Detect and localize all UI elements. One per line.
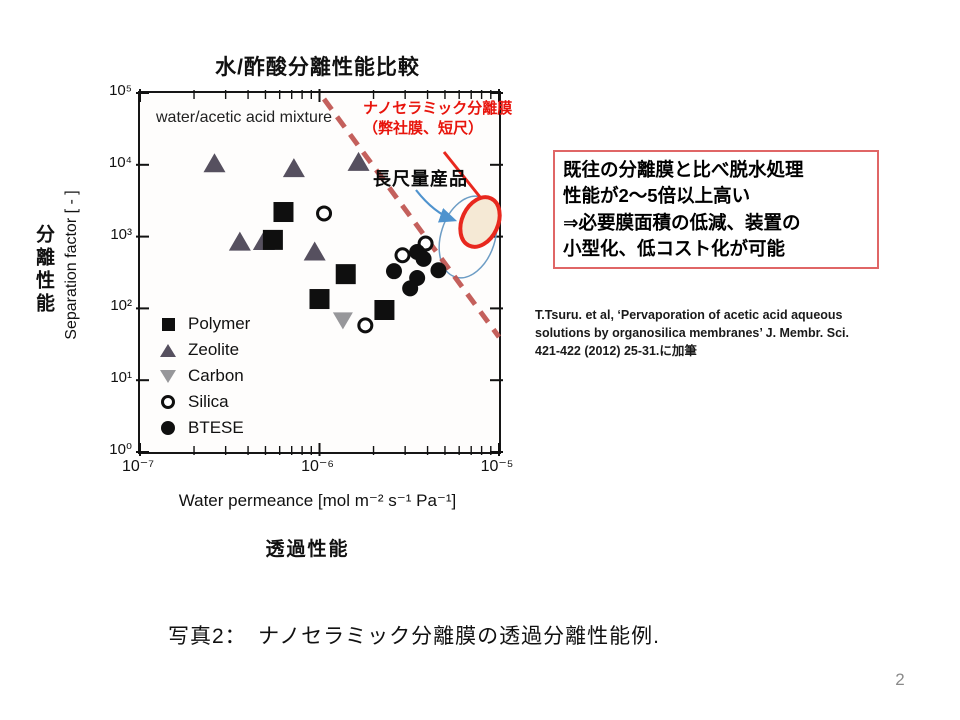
plot-canvas [136,89,503,456]
point-carbon [332,312,353,330]
point-zeolite [203,153,226,173]
annotation-line-2: （弊社膜、短尺） [363,119,484,137]
legend-label: Zeolite [188,340,240,359]
legend: Polymer Zeolite Carbon Silica BTESE [160,311,250,441]
point-polymer [262,229,283,250]
point-btese [385,263,402,280]
point-zeolite [303,241,326,261]
annotation-line-1: ナノセラミック分離膜 [363,100,513,117]
x-tick-label: 10⁻⁷ [121,458,155,475]
x-axis-label: Water permeance [mol m⁻² s⁻¹ Pa⁻¹] [178,491,457,510]
point-silica [357,317,374,334]
point-btese [430,262,447,279]
y-axis-label-japanese: 分離性能 [33,224,54,316]
blue-arrow [415,189,458,223]
point-silica [316,205,333,222]
highlight-line-3: ⇒必要膜面積の低減、装置の [563,211,801,233]
figure-caption: 写真2： ナノセラミック分離膜の透過分離性能例. [168,625,660,648]
legend-item-btese: BTESE [160,415,250,441]
point-btese [402,280,419,297]
highlight-line-4: 小型化、低コスト化が可能 [563,237,786,259]
performance-highlight-box: 既往の分離膜と比べ脱水処理 性能が2～5倍以上高い ⇒必要膜面積の低減、装置の … [553,150,879,270]
page-number: 2 [895,670,905,689]
y-tick-label: 10⁰ [109,441,132,458]
legend-item-zeolite: Zeolite [160,337,250,363]
silica-open-circle-icon [160,395,176,409]
legend-item-polymer: Polymer [160,311,250,337]
zeolite-triangle-icon [160,343,176,357]
legend-item-carbon: Carbon [160,363,250,389]
citation-line-2: solutions by organosilica membranes’ J. … [535,326,849,340]
btese-circle-icon [160,421,176,435]
x-tick-label: 10⁻⁵ [480,458,514,475]
carbon-triangle-icon [160,369,176,383]
x-tick-label: 10⁻⁶ [301,458,334,475]
highlight-line-1: 既往の分離膜と比べ脱水処理 [563,159,804,180]
reference-citation: T.Tsuru. et al, ‘Pervaporation of acetic… [535,306,875,360]
citation-line-3: 421-422 (2012) 25-31.に加筆 [535,344,697,358]
point-zeolite [282,158,305,178]
red-region-ellipse [458,195,502,249]
y-tick-label: 10¹ [110,369,132,387]
scatter-plot-area: water/acetic acid mixture Polymer Zeolit… [136,89,503,456]
legend-label: BTESE [188,418,244,437]
legend-label: Silica [188,392,229,411]
x-axis-label-japanese: 透過性能 [265,539,350,560]
point-polymer [309,289,330,310]
highlight-line-2: 性能が2～5倍以上高い [563,185,751,207]
legend-label: Polymer [188,314,251,333]
legend-item-silica: Silica [160,389,250,415]
nano-ceramic-membrane-annotation: ナノセラミック分離膜 （弊社膜、短尺） [363,99,512,139]
y-tick-label: 10⁵ [109,82,132,99]
point-silica [394,247,411,264]
citation-line-1: T.Tsuru. et al, ‘Pervaporation of acetic… [535,308,843,322]
point-polymer [374,299,395,320]
tradeoff-dashed-line [321,97,502,339]
polymer-square-icon [160,317,176,331]
mass-production-annotation: 長尺量産品 [373,169,468,189]
legend-label: Carbon [188,366,244,385]
mixture-label: water/acetic acid mixture [156,109,333,126]
y-tick-label: 10² [110,297,132,315]
chart-title: 水/酢酸分離性能比較 [215,56,420,79]
y-tick-label: 10³ [110,225,132,243]
y-tick-label: 10⁴ [108,153,132,171]
point-polymer [335,264,356,285]
red-leader-line [442,151,482,198]
point-btese [415,250,432,267]
y-axis-label: Separation factor [ - ] [63,190,80,340]
point-zeolite [347,151,370,171]
point-polymer [273,202,294,223]
point-zeolite [228,231,251,251]
